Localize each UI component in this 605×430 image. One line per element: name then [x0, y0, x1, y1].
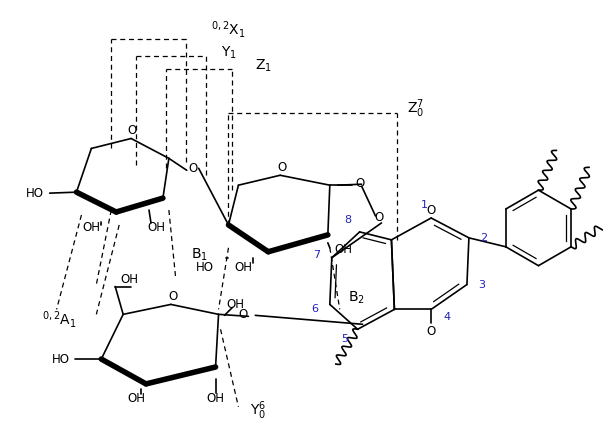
Text: O: O: [355, 177, 364, 190]
Text: 2: 2: [480, 233, 488, 243]
Text: 1: 1: [420, 200, 428, 210]
Text: OH: OH: [335, 243, 353, 256]
Text: 5: 5: [341, 334, 348, 344]
Text: O: O: [427, 325, 436, 338]
Text: $^{0,2}$A$_1$: $^{0,2}$A$_1$: [42, 309, 76, 330]
Text: OH: OH: [82, 221, 100, 234]
Text: 3: 3: [479, 280, 485, 289]
Text: OH: OH: [234, 261, 252, 274]
Text: 8: 8: [344, 215, 352, 225]
Text: 6: 6: [312, 304, 318, 314]
Text: OH: OH: [127, 392, 145, 405]
Text: Y$^6_0$: Y$^6_0$: [250, 399, 267, 422]
Text: Z$_1$: Z$_1$: [255, 58, 272, 74]
Text: 4: 4: [443, 312, 451, 322]
Text: O: O: [128, 124, 137, 137]
Text: O: O: [427, 203, 436, 217]
Text: 7: 7: [313, 250, 321, 260]
Text: HO: HO: [195, 261, 214, 274]
Text: $^{0,2}$X$_1$: $^{0,2}$X$_1$: [211, 19, 246, 40]
Text: O: O: [278, 161, 287, 174]
Text: O: O: [168, 290, 177, 303]
Text: OH: OH: [206, 392, 224, 405]
Text: O: O: [238, 308, 247, 321]
Text: OH: OH: [147, 221, 165, 234]
Text: O: O: [188, 162, 197, 175]
Text: B$_1$: B$_1$: [191, 246, 208, 263]
Text: B$_2$: B$_2$: [348, 289, 365, 306]
Text: HO: HO: [25, 187, 44, 200]
Text: Y$_1$: Y$_1$: [221, 45, 237, 61]
Text: O: O: [375, 212, 384, 224]
Text: HO: HO: [51, 353, 70, 366]
Text: OH: OH: [226, 298, 244, 311]
Text: OH: OH: [120, 273, 138, 286]
Text: Z$^7_0$: Z$^7_0$: [407, 97, 425, 120]
